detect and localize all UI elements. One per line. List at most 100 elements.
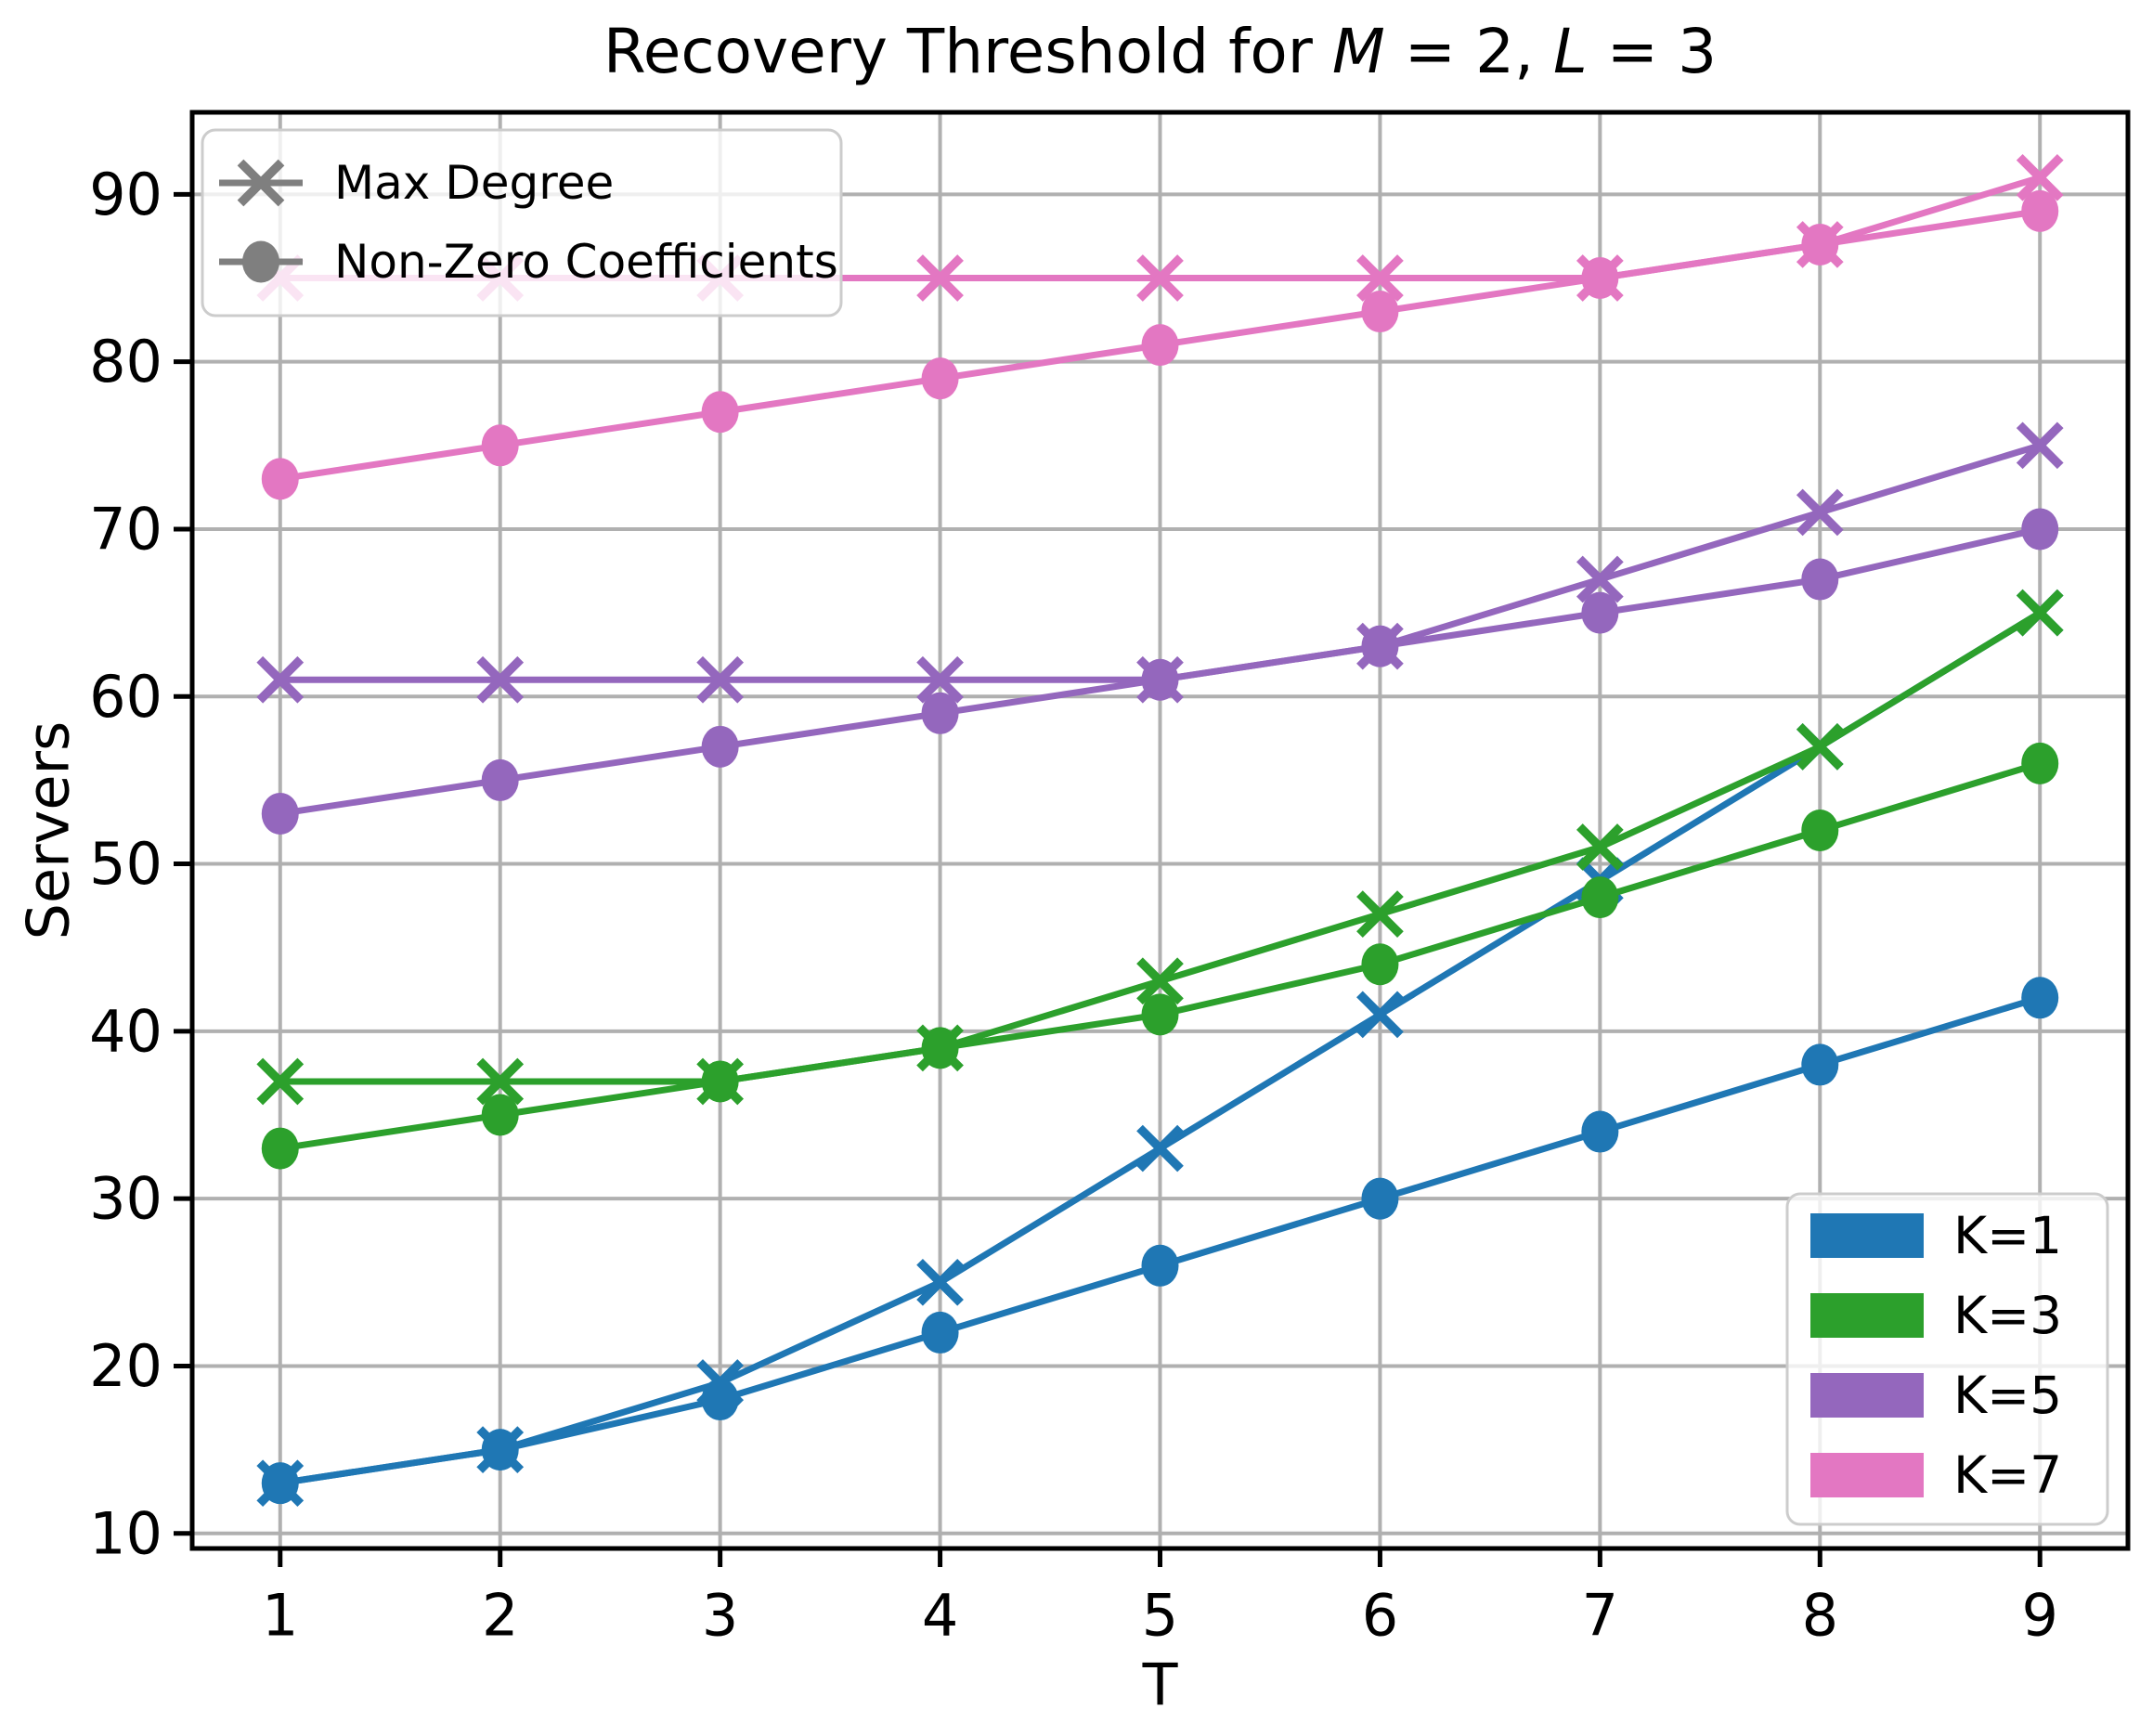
x-tick-label: 7: [1582, 1582, 1618, 1650]
y-tick-label: 40: [89, 997, 162, 1065]
legend-colors: K=1 K=3 K=5 K=7: [1785, 1192, 2109, 1526]
circle-marker-icon: [1801, 223, 1839, 266]
x-tick-label: 5: [1142, 1582, 1178, 1650]
legend-marker-label: Max Degree: [334, 156, 614, 210]
circle-marker-icon: [481, 1094, 519, 1136]
axis-ticks: 1 2 3 4 5 6 7 8 9 10 20 30 40 50 60 70 80 90: [89, 161, 2058, 1650]
y-tick-label: 70: [89, 495, 162, 563]
x-tick-label: 6: [1362, 1582, 1398, 1650]
x-tick-label: 9: [2022, 1582, 2058, 1650]
legend-color-label: K=3: [1953, 1286, 2062, 1345]
circle-marker-icon: [701, 1060, 739, 1103]
y-tick-label: 30: [89, 1165, 162, 1233]
x-tick-label: 1: [262, 1582, 298, 1650]
circle-marker-icon: [701, 391, 739, 434]
circle-marker-icon: [1801, 810, 1839, 851]
x-marker-icon: [256, 1057, 305, 1106]
legend-marker-label: Non-Zero Coefficients: [334, 235, 838, 289]
legend-box: [201, 128, 843, 317]
x-marker-icon: [696, 655, 744, 704]
legend-box: [1785, 1192, 2109, 1526]
x-marker-icon: [2016, 153, 2064, 201]
x-tick-label: 8: [1802, 1582, 1838, 1650]
legend-color-label: K=1: [1953, 1206, 2062, 1265]
x-marker-icon: [1356, 991, 1404, 1039]
circle-marker-icon: [1581, 1110, 1619, 1153]
legend-color-swatch: [1810, 1293, 1924, 1338]
circle-marker-icon: [921, 357, 959, 400]
circle-marker-icon: [921, 1311, 959, 1354]
circle-marker-icon: [261, 792, 299, 835]
x-marker-icon: [1136, 957, 1184, 1005]
x-marker-icon: [476, 655, 525, 704]
y-tick-label: 50: [89, 830, 162, 898]
circle-marker-icon: [1141, 1244, 1179, 1287]
x-marker-icon: [916, 254, 964, 302]
x-marker-icon: [237, 159, 285, 207]
series-K7-non-zero-coefficients: [261, 189, 2059, 500]
circle-marker-icon: [2021, 977, 2059, 1019]
circle-marker-icon: [1141, 993, 1179, 1036]
x-axis-label: T: [1142, 1652, 1179, 1719]
legend-markers: Max Degree Non-Zero Coefficients: [201, 128, 843, 317]
circle-marker-icon: [1361, 625, 1399, 667]
x-tick-label: 4: [922, 1582, 958, 1650]
circle-marker-icon: [2021, 189, 2059, 232]
x-marker-icon: [1356, 254, 1404, 302]
x-marker-icon: [916, 655, 964, 704]
circle-marker-icon: [481, 758, 519, 801]
y-tick-label: 80: [89, 328, 162, 395]
series-K3-non-zero-coefficients: [261, 742, 2059, 1170]
circle-marker-icon: [1581, 257, 1619, 299]
circle-marker-icon: [481, 424, 519, 467]
circle-marker-icon: [1361, 943, 1399, 986]
legend-color-swatch: [1810, 1453, 1924, 1497]
legend-color-swatch: [1810, 1373, 1924, 1418]
legend-color-label: K=7: [1953, 1445, 2062, 1505]
x-marker-icon: [2016, 421, 2064, 470]
x-marker-icon: [1576, 823, 1624, 871]
circle-marker-icon: [261, 458, 299, 500]
circle-marker-icon: [921, 1027, 959, 1069]
circle-marker-icon: [261, 1462, 299, 1505]
x-marker-icon: [476, 1057, 525, 1106]
x-marker-icon: [916, 1258, 964, 1306]
circle-marker-icon: [2021, 508, 2059, 551]
x-marker-icon: [2016, 589, 2064, 637]
circle-marker-icon: [1141, 658, 1179, 701]
circle-marker-icon: [261, 1127, 299, 1170]
circle-marker-icon: [1361, 1177, 1399, 1220]
legend-color-swatch: [1810, 1213, 1924, 1258]
y-tick-label: 90: [89, 161, 162, 228]
chart-title: Recovery Threshold for M = 2, L = 3: [603, 16, 1717, 87]
x-marker-icon: [1356, 890, 1404, 939]
circle-marker-icon: [2021, 742, 2059, 784]
x-tick-label: 3: [702, 1582, 738, 1650]
circle-marker-icon: [481, 1429, 519, 1471]
x-marker-icon: [256, 655, 305, 704]
circle-marker-icon: [701, 725, 739, 768]
circle-marker-icon: [921, 692, 959, 734]
circle-marker-icon: [1141, 324, 1179, 367]
x-marker-icon: [1796, 722, 1844, 771]
circle-marker-icon: [1581, 876, 1619, 919]
y-tick-label: 10: [89, 1499, 162, 1567]
x-marker-icon: [1136, 1124, 1184, 1172]
series-K5-non-zero-coefficients: [261, 508, 2059, 835]
y-tick-label: 20: [89, 1332, 162, 1400]
x-marker-icon: [1796, 488, 1844, 537]
series-K1-non-zero-coefficients: [261, 977, 2059, 1505]
circle-marker-icon: [1801, 558, 1839, 601]
x-marker-icon: [1576, 555, 1624, 603]
circle-marker-icon: [242, 240, 279, 283]
y-tick-label: 60: [89, 663, 162, 731]
circle-marker-icon: [1801, 1043, 1839, 1086]
x-marker-icon: [1136, 254, 1184, 302]
x-tick-label: 2: [482, 1582, 518, 1650]
legend-color-label: K=5: [1953, 1366, 2062, 1425]
y-axis-label: Servers: [15, 721, 83, 940]
circle-marker-icon: [701, 1379, 739, 1421]
circle-marker-icon: [1581, 591, 1619, 634]
